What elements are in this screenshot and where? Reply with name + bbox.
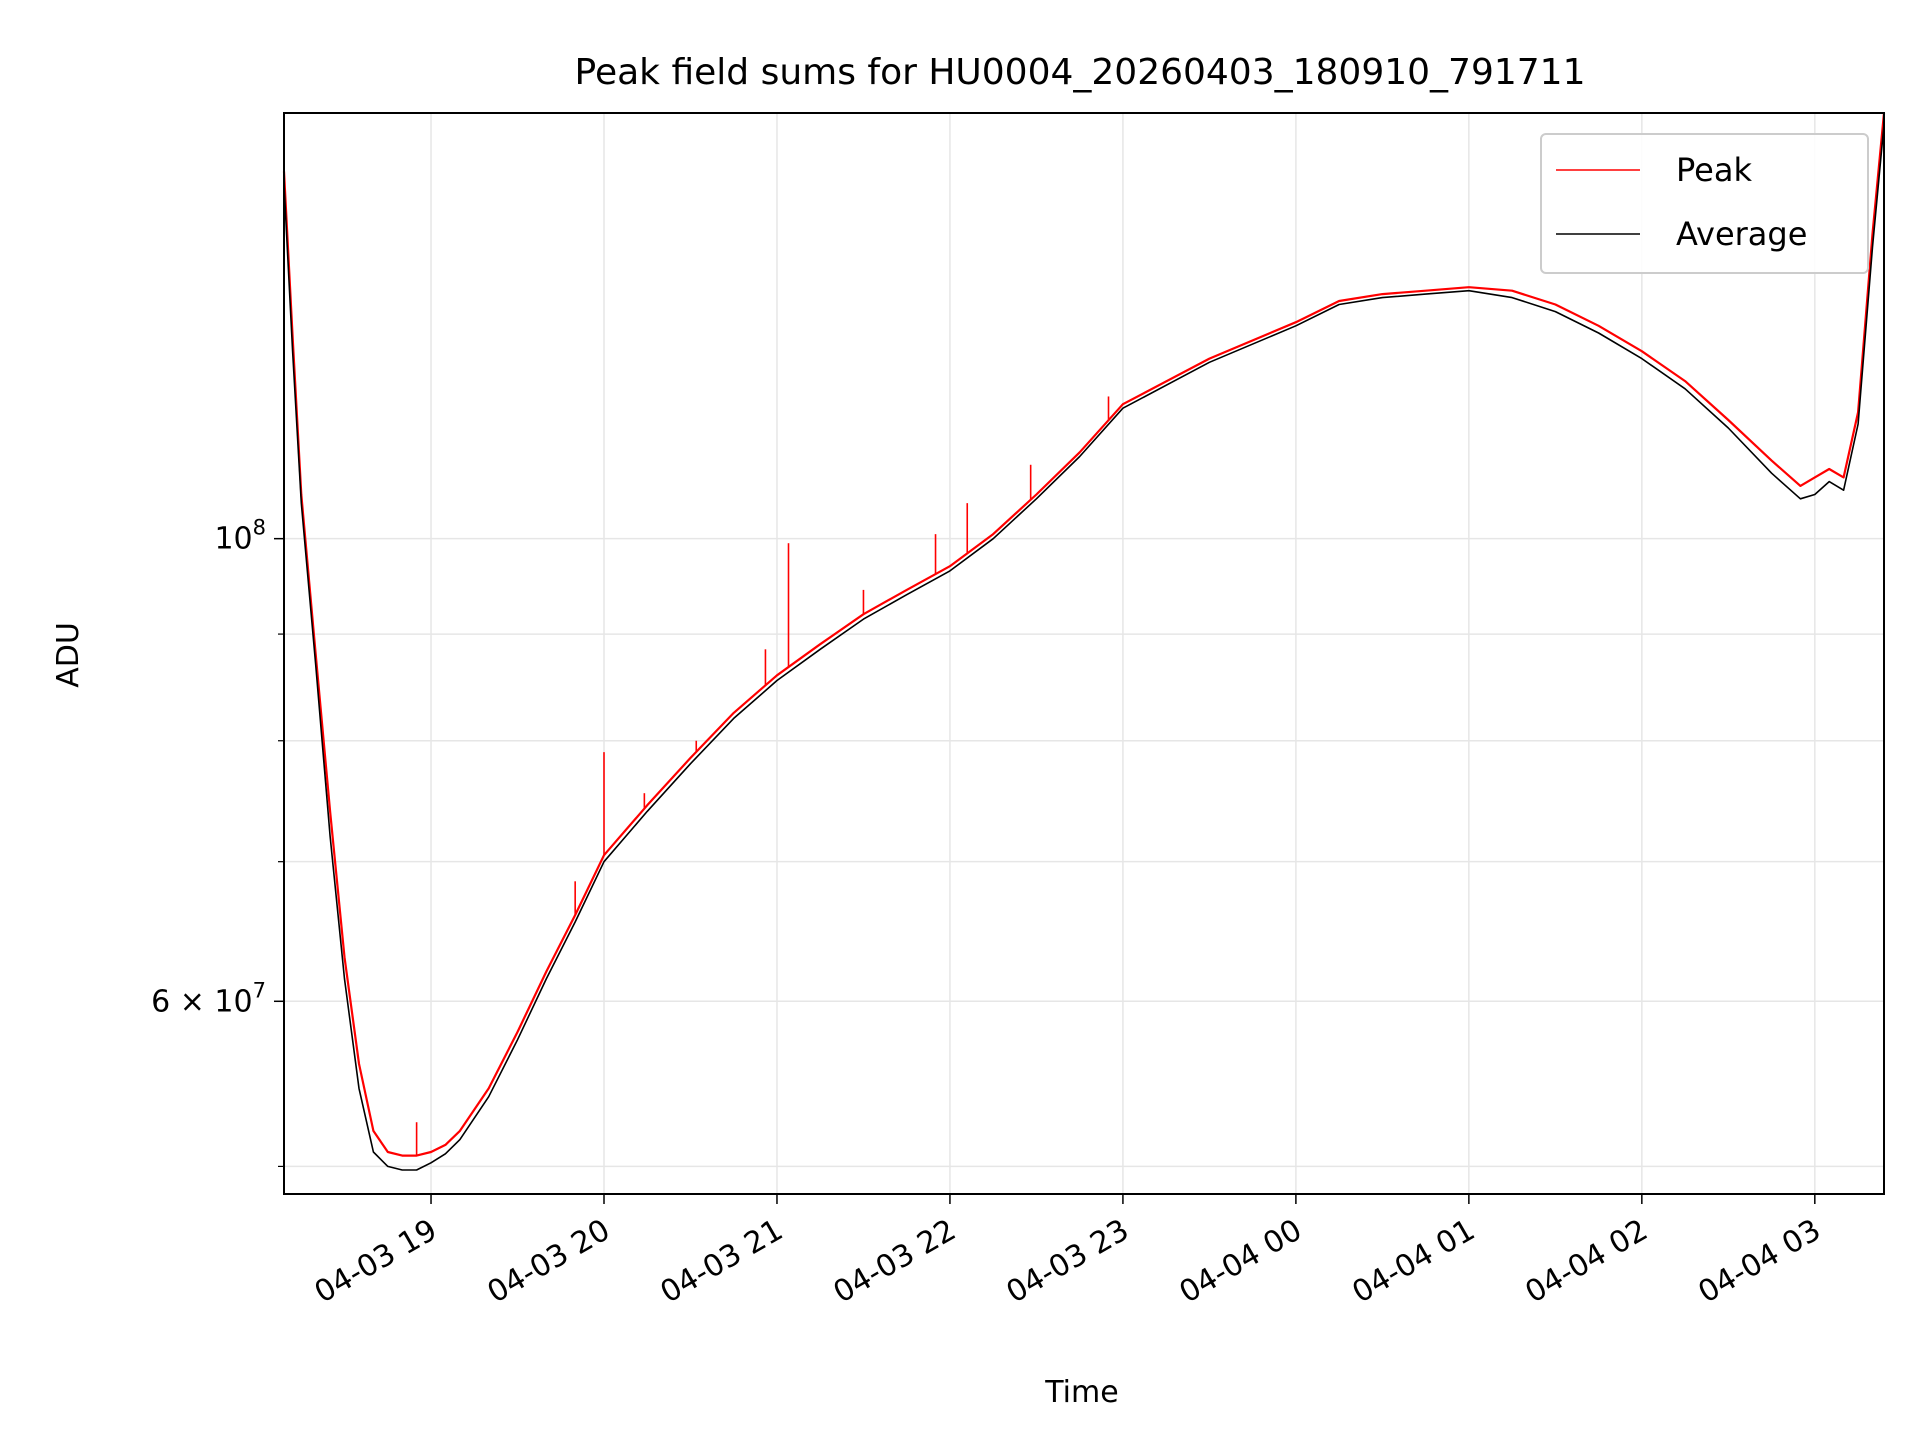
series-layer [282, 112, 1886, 1171]
plot-frame [283, 112, 1885, 1195]
legend-box [1540, 133, 1869, 274]
series-line-average [283, 124, 1885, 1171]
y-tick-label-base: 10 [214, 522, 252, 557]
legend[interactable]: Peak Average [1540, 133, 1869, 274]
y-tick-label: 6 × 107 [151, 978, 266, 1019]
y-tick-label-exponent: 8 [253, 516, 266, 540]
y-tick-label-base: 6 × 10 [151, 984, 252, 1019]
legend-label-average: Average [1676, 215, 1807, 253]
y-axis: 108 6 × 107 [151, 516, 284, 1168]
y-tick-label: 108 [214, 516, 266, 557]
y-axis-label: ADU [51, 622, 86, 688]
y-tick-label-exponent: 7 [253, 978, 266, 1002]
legend-label-peak: Peak [1676, 151, 1752, 189]
series-line-peak [282, 112, 1886, 1157]
chart-title: Peak field sums for HU0004_20260403_1809… [575, 52, 1586, 93]
x-axis-label: Time [1044, 1375, 1118, 1410]
grid [284, 113, 1884, 1194]
